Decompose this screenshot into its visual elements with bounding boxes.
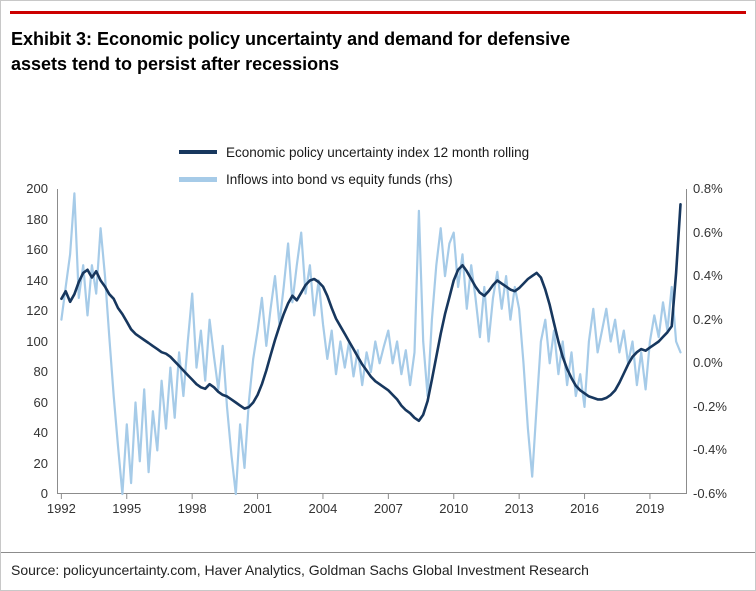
axis-tick-label: -0.6% — [693, 486, 727, 501]
axis-tick-label: 60 — [33, 394, 48, 410]
epu-line-swatch — [179, 150, 217, 154]
axis-tick-label: -0.4% — [693, 442, 727, 458]
axis-tick-label: 2019 — [635, 501, 665, 516]
legend: Economic policy uncertainty index 12 mon… — [179, 143, 529, 197]
axis-tick-label: 80 — [33, 364, 48, 379]
legend-label-bond-inflows: Inflows into bond vs equity funds (rhs) — [226, 171, 453, 187]
axis-tick-label: 0.2% — [693, 311, 723, 327]
axis-tick-label: 2013 — [504, 501, 534, 516]
axis-tick-label: 160 — [26, 242, 48, 257]
axis-tick-label: 0.6% — [693, 224, 723, 240]
accent-rule — [10, 11, 746, 14]
axis-tick-label: 180 — [26, 211, 48, 227]
legend-item-bond-inflows: Inflows into bond vs equity funds (rhs) — [179, 170, 529, 188]
page-title-line-1: Exhibit 3: Economic policy uncertainty a… — [11, 29, 571, 49]
axis-tick-label: 2016 — [570, 501, 599, 516]
x-axis-labels: 1992 1995 1998 2001 2004 2007 2010 2013 2016 2019 — [47, 501, 687, 519]
axis-tick-label: 0.8% — [693, 181, 723, 196]
page-title: Exhibit 3: Economic policy uncertainty a… — [11, 27, 735, 77]
axis-tick-label: 2001 — [243, 501, 273, 516]
axis-tick-label: 20 — [33, 455, 48, 471]
axis-tick-label: 100 — [26, 333, 48, 349]
axis-tick-label: 120 — [26, 303, 48, 318]
axis-tick-label: 1998 — [177, 501, 207, 516]
axis-tick-label: 2004 — [308, 501, 338, 516]
axis-tick-label: -0.2% — [693, 398, 727, 414]
axis-tick-label: 1995 — [112, 501, 142, 516]
source-text: Source: policyuncertainty.com, Haver Ana… — [11, 562, 589, 578]
legend-label-epu: Economic policy uncertainty index 12 mon… — [226, 144, 530, 160]
bond-inflows-line-swatch — [179, 176, 217, 182]
chart-svg — [57, 189, 687, 499]
axis-tick-label: 140 — [26, 272, 48, 288]
footer-divider — [1, 552, 755, 553]
axis-tick-label: 0 — [40, 486, 48, 501]
page-title-line-2: assets tend to persist after recessions — [11, 54, 340, 75]
axis-tick-label: 40 — [33, 425, 48, 440]
left-axis-labels: 200 180 160 140 120 100 80 60 40 20 0 — [1, 181, 48, 501]
legend-item-epu-index: Economic policy uncertainty index 12 mon… — [179, 143, 529, 161]
right-axis-labels: 0.8% 0.6% 0.4% 0.2% 0.0% -0.2% -0.4% -0.6% — [693, 181, 753, 501]
axis-tick-label: 2007 — [373, 501, 403, 516]
axis-tick-label: 200 — [26, 181, 48, 196]
axis-tick-label: 1992 — [46, 501, 76, 516]
axis-tick-label: 2010 — [439, 501, 469, 516]
axis-tick-label: 0.0% — [693, 355, 723, 371]
axis-tick-label: 0.4% — [693, 268, 723, 284]
